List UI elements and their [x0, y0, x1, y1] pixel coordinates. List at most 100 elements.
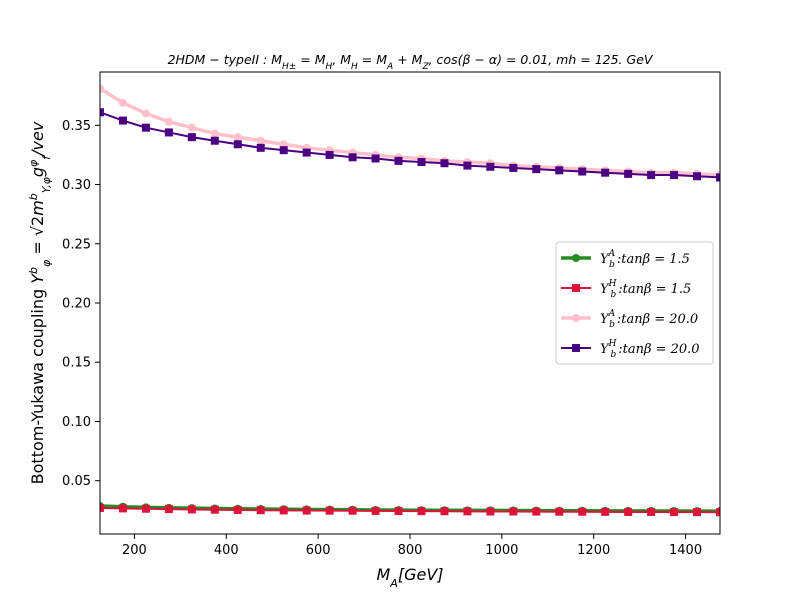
data-point	[164, 117, 173, 126]
x-tick-label: 400	[214, 543, 239, 558]
data-point	[532, 165, 541, 174]
legend-item: YH b:tanβ = 20.0	[561, 339, 700, 360]
data-point	[417, 507, 426, 516]
data-point	[325, 506, 334, 515]
data-point	[371, 154, 380, 163]
data-point	[164, 128, 173, 137]
legend-swatch-marker	[572, 284, 580, 292]
data-point	[256, 136, 265, 145]
legend-item: YH b:tanβ = 1.5	[561, 279, 691, 300]
data-point	[555, 507, 564, 516]
data-point	[279, 146, 288, 155]
data-point	[118, 504, 127, 513]
y-tick-label: 0.25	[62, 237, 91, 252]
series-3	[100, 108, 720, 182]
legend-swatch-marker	[572, 314, 580, 322]
data-point	[371, 506, 380, 515]
data-point	[670, 171, 679, 180]
legend-label: YA b:tanβ = 20.0	[600, 309, 698, 330]
data-point	[601, 507, 610, 516]
data-point	[141, 109, 150, 118]
x-axis-label: MA[GeV]	[376, 565, 443, 590]
data-point	[210, 505, 219, 514]
y-tick-label: 0.10	[62, 415, 91, 430]
data-point	[693, 172, 702, 181]
data-point	[100, 503, 104, 512]
legend-box	[555, 241, 714, 365]
data-point	[141, 504, 150, 513]
data-point	[100, 84, 104, 93]
data-point	[486, 507, 495, 516]
y-axis: 0.05 0.10 0.15 0.20 0.25 0.30 0.35 Bottom-Yukaw…	[27, 119, 100, 489]
legend-item: YA b:tanβ = 20.0	[561, 309, 698, 330]
data-point	[325, 150, 334, 159]
data-point	[440, 507, 449, 516]
x-tick-label: 1400	[669, 543, 702, 558]
legend-swatch-marker	[572, 254, 580, 262]
data-point	[100, 108, 104, 117]
legend-label: YA b:tanβ = 1.5	[600, 249, 690, 270]
data-point	[256, 506, 265, 515]
data-point	[348, 506, 357, 515]
data-point	[509, 163, 518, 172]
data-point	[624, 507, 633, 516]
data-point	[509, 507, 518, 516]
data-point	[348, 153, 357, 162]
data-point	[233, 505, 242, 514]
data-point	[187, 505, 196, 514]
data-point	[187, 123, 196, 132]
legend-label: YH b:tanβ = 20.0	[600, 339, 700, 360]
legend-swatch-marker	[572, 344, 580, 352]
series-2	[100, 84, 720, 180]
data-point	[118, 98, 127, 107]
legend: YA b:tanβ = 1.5 YH b:tanβ = 1.5 YA b:tanβ = 2…	[555, 241, 714, 365]
data-point	[716, 173, 720, 182]
data-point	[302, 148, 311, 157]
data-point	[647, 507, 656, 516]
data-point	[118, 116, 127, 125]
data-point	[624, 169, 633, 178]
data-point	[394, 156, 403, 165]
data-point	[670, 508, 679, 517]
data-point	[417, 158, 426, 167]
x-tick-label: 1000	[485, 543, 518, 558]
x-tick-label: 600	[306, 543, 331, 558]
series-line-3	[100, 111, 720, 179]
x-tick-label: 200	[122, 543, 147, 558]
data-point	[463, 161, 472, 170]
data-point	[279, 506, 288, 515]
y-tick-label: 0.30	[62, 178, 91, 193]
data-point	[555, 166, 564, 175]
data-point	[256, 143, 265, 152]
data-point	[716, 508, 720, 517]
data-point	[532, 507, 541, 516]
chart-title: 2HDM − typeII : MH± = MH, MH = MA + MZ, …	[168, 52, 654, 72]
data-point	[210, 129, 219, 138]
data-point	[233, 140, 242, 149]
x-tick-label: 800	[398, 543, 423, 558]
series-line-2	[100, 87, 720, 177]
data-point	[141, 123, 150, 132]
data-point	[210, 136, 219, 145]
chart-title-text: 2HDM − typeII : MH± = MH, MH = MA + MZ, …	[168, 52, 654, 72]
x-tick-label: 1200	[577, 543, 610, 558]
y-tick-label: 0.20	[62, 297, 91, 312]
data-point	[440, 159, 449, 168]
data-point	[693, 508, 702, 517]
data-point	[578, 507, 587, 516]
y-axis-label: Bottom-Yukawa coupling Ybφ = √2mbY,φgφf/…	[27, 121, 53, 484]
data-point	[647, 171, 656, 180]
data-point	[302, 506, 311, 515]
data-point	[187, 133, 196, 142]
plot-area	[99, 71, 721, 535]
legend-item: YA b:tanβ = 1.5	[561, 249, 690, 270]
data-point	[601, 168, 610, 177]
y-tick-label: 0.15	[62, 356, 91, 371]
legend-label: YH b:tanβ = 1.5	[600, 279, 691, 300]
data-point	[463, 507, 472, 516]
y-tick-label: 0.05	[62, 474, 91, 489]
data-point	[233, 133, 242, 142]
series-line-1	[100, 506, 720, 514]
data-point	[164, 505, 173, 514]
